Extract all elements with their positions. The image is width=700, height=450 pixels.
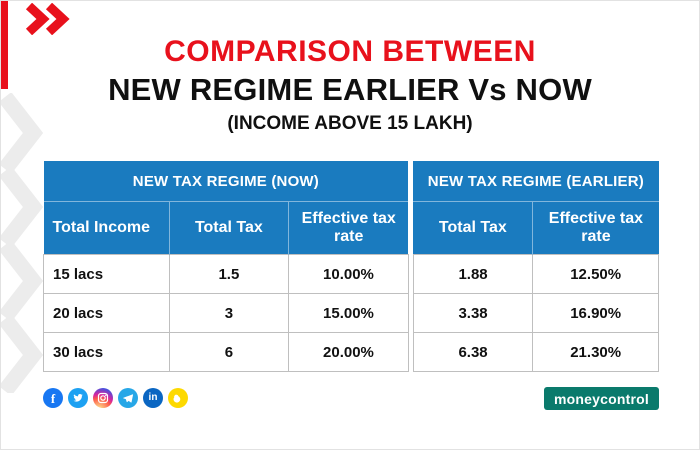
table-row: 3.38 16.90% — [412, 293, 659, 333]
cell-tax-earlier: 1.88 — [412, 254, 534, 294]
table-row: 30 lacs 6 20.00% — [43, 332, 409, 372]
title-line2: NEW REGIME EARLIER Vs NOW — [108, 72, 592, 107]
title-line1: COMPARISON BETWEEN — [164, 35, 536, 68]
cell-rate-now: 10.00% — [288, 254, 409, 294]
instagram-camera-icon — [97, 392, 109, 404]
cell-rate-now: 20.00% — [288, 332, 409, 372]
cell-rate-earlier: 21.30% — [532, 332, 659, 372]
moneycontrol-logo[interactable]: moneycontrol — [544, 387, 659, 410]
table-row: 15 lacs 1.5 10.00% — [43, 254, 409, 294]
table-earlier: NEW TAX REGIME (EARLIER) Total Tax Effec… — [412, 161, 659, 372]
instagram-icon[interactable] — [93, 388, 113, 408]
cell-tax-earlier: 3.38 — [412, 293, 534, 333]
cell-rate-earlier: 16.90% — [532, 293, 659, 333]
cell-income: 30 lacs — [43, 332, 170, 372]
telegram-icon[interactable] — [118, 388, 138, 408]
group-header-now: NEW TAX REGIME (NOW) — [43, 161, 409, 202]
tax-comparison-table: NEW TAX REGIME (NOW) Total Income Total … — [43, 161, 659, 372]
cell-tax-earlier: 6.38 — [412, 332, 534, 372]
table-row: 1.88 12.50% — [412, 254, 659, 294]
linkedin-icon[interactable]: in — [143, 388, 163, 408]
cell-tax-now: 1.5 — [168, 254, 290, 294]
gray-chevrons-decoration — [1, 93, 44, 393]
social-icons-row: f in — [43, 388, 188, 408]
moneycontrol-logo-text: moneycontrol — [554, 390, 649, 407]
cell-tax-now: 6 — [168, 332, 290, 372]
table-row: 6.38 21.30% — [412, 332, 659, 372]
table-now: NEW TAX REGIME (NOW) Total Income Total … — [43, 161, 409, 372]
twitter-icon[interactable] — [68, 388, 88, 408]
red-chevrons-icon — [25, 3, 70, 35]
telegram-plane-icon — [123, 394, 134, 403]
cell-income: 20 lacs — [43, 293, 170, 333]
group-header-earlier: NEW TAX REGIME (EARLIER) — [413, 161, 659, 202]
koo-icon[interactable] — [168, 388, 188, 408]
column-header-effective-rate-earlier: Effective tax rate — [532, 201, 659, 255]
column-header-effective-rate-now: Effective tax rate — [288, 201, 409, 255]
twitter-bird-icon — [73, 394, 83, 402]
column-header-total-tax-now: Total Tax — [168, 201, 289, 255]
cell-income: 15 lacs — [43, 254, 170, 294]
left-red-bar — [1, 1, 8, 89]
column-header-total-income: Total Income — [43, 201, 170, 255]
title-block: COMPARISON BETWEEN NEW REGIME EARLIER Vs… — [1, 35, 699, 135]
cell-rate-now: 15.00% — [288, 293, 409, 333]
table-row: 20 lacs 3 15.00% — [43, 293, 409, 333]
column-header-total-tax-earlier: Total Tax — [413, 201, 533, 255]
koo-bird-icon — [173, 394, 180, 403]
cell-tax-now: 3 — [168, 293, 290, 333]
title-subtitle: (INCOME ABOVE 15 LAKH) — [227, 113, 473, 135]
cell-rate-earlier: 12.50% — [532, 254, 659, 294]
facebook-icon[interactable]: f — [43, 388, 63, 408]
